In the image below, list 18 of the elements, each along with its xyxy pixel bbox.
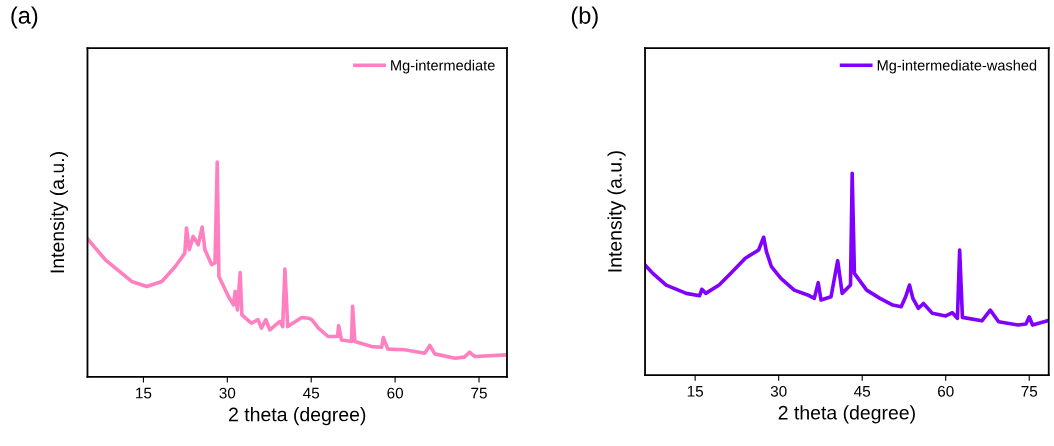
legend-label: Mg-intermediate (391, 59, 495, 74)
x-tick-label: 15 (136, 387, 152, 399)
legend-label: Mg-intermediate-washed (877, 59, 1037, 74)
y-axis-title: Intensity (a.u.) (49, 152, 69, 273)
x-axis-title: 2 theta (degree) (778, 405, 915, 424)
x-tick-label: 75 (1021, 386, 1038, 397)
x-tick-label: 30 (219, 387, 236, 399)
x-tick-label: 45 (854, 386, 871, 397)
chart-title: (b) (571, 6, 598, 29)
chart-title: (a) (11, 6, 38, 29)
x-tick-label: 60 (938, 385, 954, 397)
x-tick-label: 15 (687, 386, 704, 397)
x-tick-label: 75 (471, 387, 487, 399)
y-axis-title: Intensity (a.u.) (607, 151, 626, 272)
x-tick-label: 45 (303, 387, 320, 399)
x-tick-label: 30 (770, 385, 787, 397)
x-axis-title: 2 theta (degree) (229, 407, 366, 426)
x-tick-label: 60 (387, 387, 404, 399)
